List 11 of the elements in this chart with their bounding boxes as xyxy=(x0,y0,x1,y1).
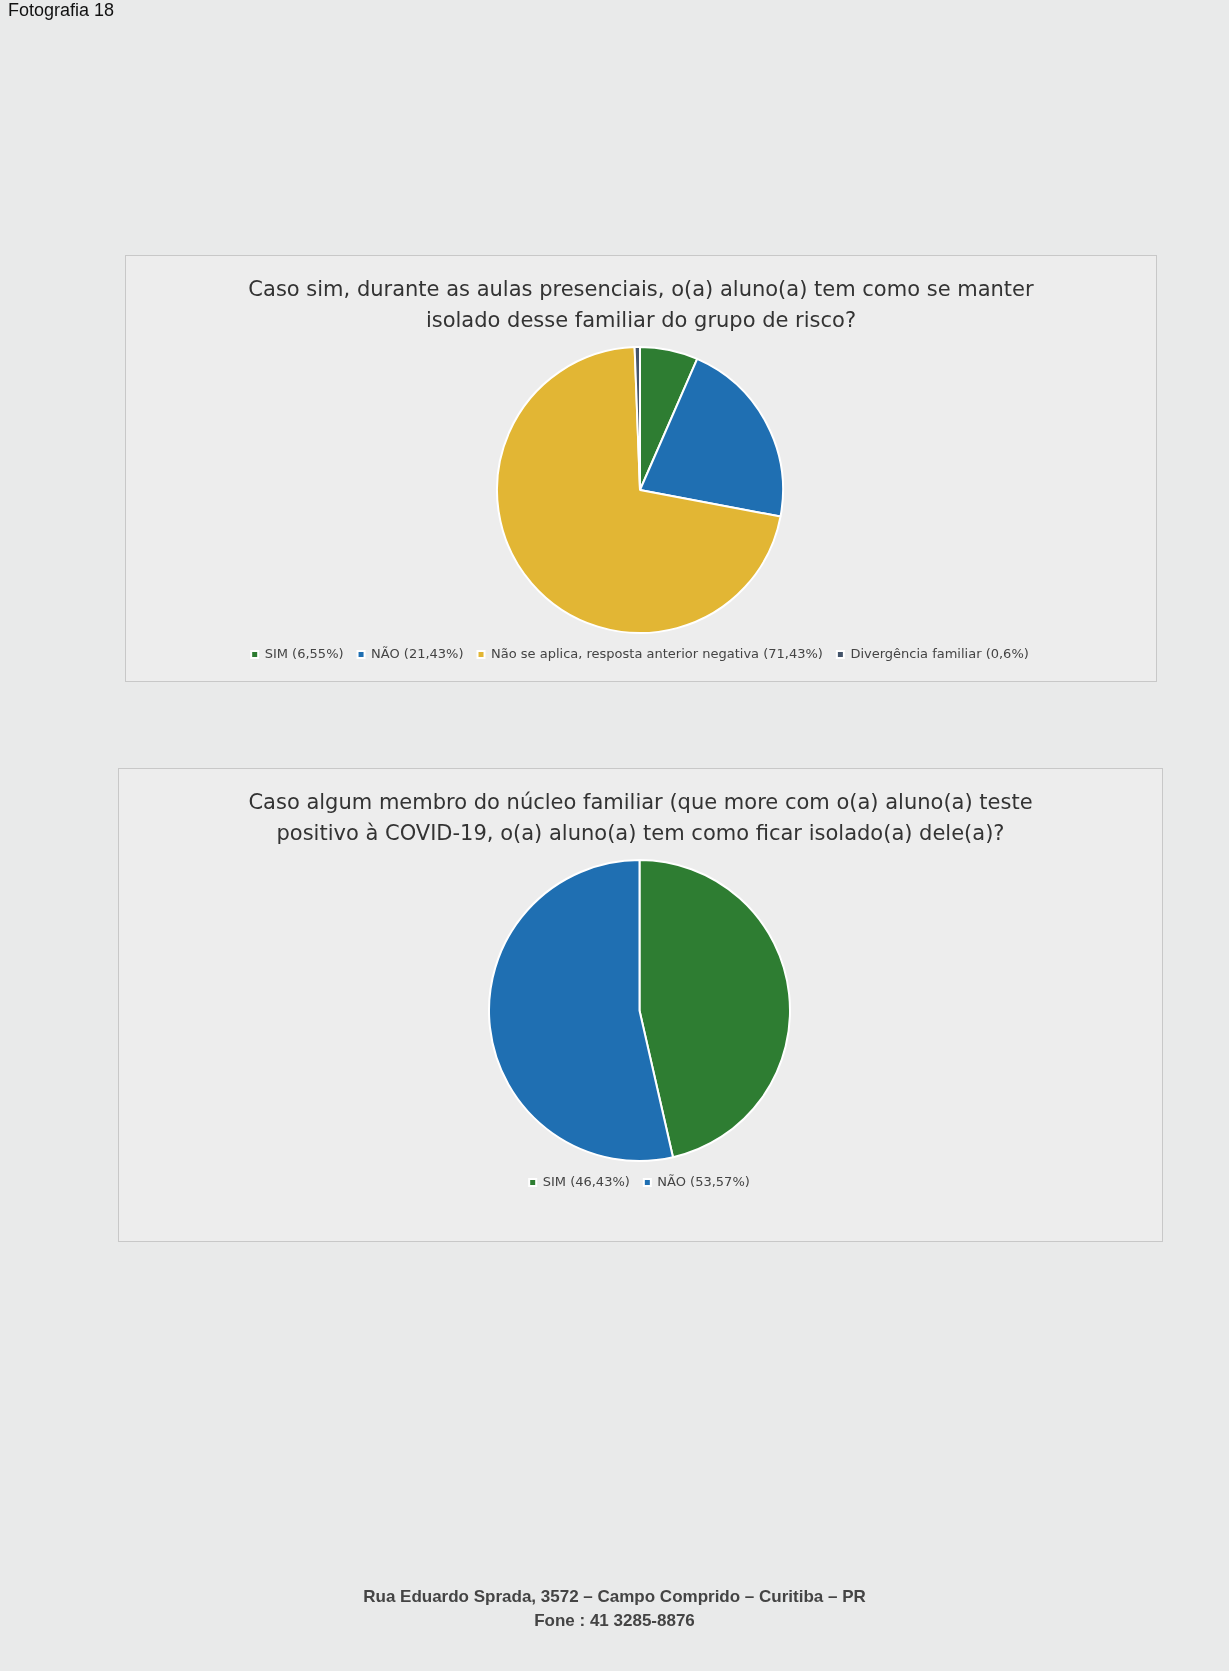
chart-title: Caso sim, durante as aulas presenciais, o(a) aluno(a) tem como se manter isolado desse familiar do grupo de risco? xyxy=(247,276,1035,334)
legend-label: Divergência familiar (0,6%) xyxy=(850,645,1029,661)
text: Fotografia 18 xyxy=(8,0,115,21)
text: Rua Eduardo Sprada, 3572 – Campo Comprido – Curitiba – PR xyxy=(362,1586,867,1608)
legend-label: SIM (6,55%) xyxy=(264,645,344,661)
legend-label: Não se aplica, resposta anterior negativa (71,43%) xyxy=(491,645,823,661)
legend-label: NÃO (21,43%) xyxy=(371,645,464,661)
legend-label: SIM (46,43%) xyxy=(542,1173,630,1189)
text: Fone : 41 3285-8876 xyxy=(533,1610,696,1632)
chart-title: Caso algum membro do núcleo familiar (que more com o(a) aluno(a) teste positivo à COVID-19, o(a) aluno(a) tem como ficar isolado(a) dele(a)? xyxy=(247,789,1034,847)
legend-label: NÃO (53,57%) xyxy=(657,1173,750,1189)
